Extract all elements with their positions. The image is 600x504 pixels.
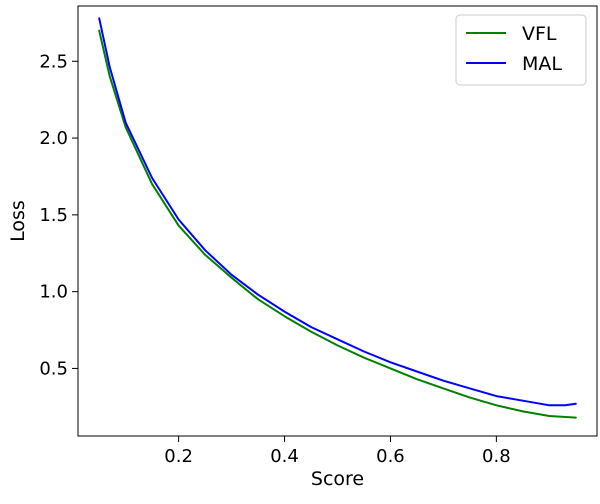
series-line-vfl: [98, 29, 577, 419]
legend-label-vfl: VFL: [522, 23, 557, 45]
y-axis-label: Loss: [7, 200, 29, 242]
series-line-mal: [98, 17, 577, 407]
x-tick-label: 0.8: [482, 446, 511, 467]
x-tick-label: 0.4: [270, 446, 299, 467]
y-tick-label: 1.0: [39, 282, 68, 303]
legend-label-mal: MAL: [522, 53, 562, 75]
legend-box: [455, 14, 587, 86]
plot-frame: [77, 5, 598, 437]
x-tick-label: 0.2: [164, 446, 193, 467]
y-tick-label: 1.5: [39, 205, 68, 226]
x-axis-ticks: 0.2 0.4 0.6 0.8: [164, 436, 511, 467]
plot-lines: [98, 17, 577, 419]
legend: VFL MAL: [455, 14, 587, 86]
y-tick-label: 2.5: [39, 51, 68, 72]
x-tick-label: 0.6: [376, 446, 405, 467]
x-axis-label: Score: [311, 468, 364, 490]
y-tick-label: 0.5: [39, 358, 68, 379]
y-tick-label: 2.0: [39, 128, 68, 149]
y-axis-ticks: 0.5 1.0 1.5 2.0 2.5: [39, 51, 78, 379]
